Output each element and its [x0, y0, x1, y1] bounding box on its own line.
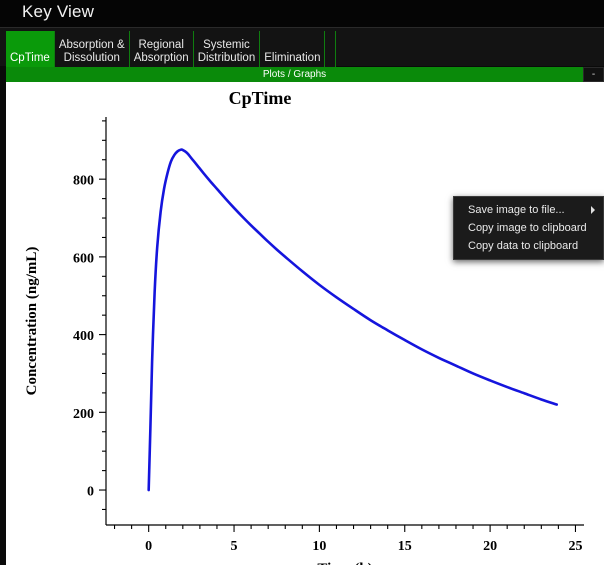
tab-label-line: Absorption: [133, 52, 189, 64]
x-axis-tick-label: 10: [312, 539, 326, 554]
chart-title: CpTime: [228, 88, 292, 108]
chart-series-line: [147, 148, 558, 492]
submenu-arrow-icon: [591, 206, 595, 214]
context-menu-item-label: Copy data to clipboard: [468, 240, 579, 252]
y-axis-title: Concentration (ng/mL): [24, 247, 40, 396]
tab-label-line: Elimination: [264, 52, 321, 64]
x-axis-tick-label: 20: [483, 539, 497, 554]
tab-list: CpTime Absorption & Dissolution Regional Abs…: [6, 31, 337, 67]
context-menu-item[interactable]: Copy image to clipboard: [454, 219, 603, 237]
chart-title-wrap: CpTime: [6, 88, 604, 109]
x-axis-title: Time (h): [317, 561, 372, 565]
tab-label-line: Regional: [138, 39, 184, 51]
chart-canvas[interactable]: 0 200 400 600 800 0 5 10 15 20 25 Time (h) Concentra…: [6, 82, 604, 565]
tab-label-line: Distribution: [197, 52, 256, 64]
tab-cptime[interactable]: CpTime: [6, 31, 55, 67]
tab-label-line: Dissolution: [63, 52, 120, 64]
tab-strip: CpTime Absorption & Dissolution Regional Abs…: [0, 27, 604, 67]
context-menu-item[interactable]: Copy data to clipboard: [454, 237, 603, 255]
tab-absorption-dissolution[interactable]: Absorption & Dissolution: [54, 31, 130, 67]
minimize-button[interactable]: -: [583, 67, 604, 82]
tab-label-line: CpTime: [10, 52, 50, 64]
window-titlebar: Key View: [0, 0, 604, 27]
plots-graphs-header: Plots / Graphs: [6, 67, 583, 82]
context-menu-item-label: Save image to file...: [468, 204, 565, 216]
y-axis-tick-label: 400: [73, 329, 94, 344]
context-menu-item-label: Copy image to clipboard: [468, 222, 587, 234]
y-axis-tick-label: 800: [73, 174, 94, 189]
x-axis-tick-label: 15: [398, 539, 412, 554]
window-title: Key View: [22, 2, 95, 21]
tab-label-line: Absorption &: [58, 39, 125, 51]
x-axis-tick-label: 25: [568, 539, 582, 554]
tab-regional-absorption[interactable]: Regional Absorption: [129, 31, 194, 67]
x-axis-tick-label: 0: [145, 539, 152, 554]
plot-panel[interactable]: CpTime 0 200 400 600 800 0 5 10 15 20 25 Time (h) Co…: [6, 82, 604, 565]
y-axis-tick-label: 0: [87, 485, 94, 500]
plots-graphs-label: Plots / Graphs: [262, 69, 327, 80]
context-menu-item[interactable]: Save image to file...: [454, 201, 603, 219]
tab-strip-filler: [325, 31, 337, 67]
y-axis-tick-label: 600: [73, 251, 94, 266]
x-axis-tick-label: 5: [231, 539, 238, 554]
chart-context-menu[interactable]: Save image to file... Copy image to clipb…: [453, 196, 604, 260]
y-axis-tick-label: 200: [73, 407, 94, 422]
tab-elimination[interactable]: Elimination: [260, 31, 326, 67]
tab-systemic-distribution[interactable]: Systemic Distribution: [193, 31, 261, 67]
tab-label-line: Systemic: [203, 39, 250, 51]
